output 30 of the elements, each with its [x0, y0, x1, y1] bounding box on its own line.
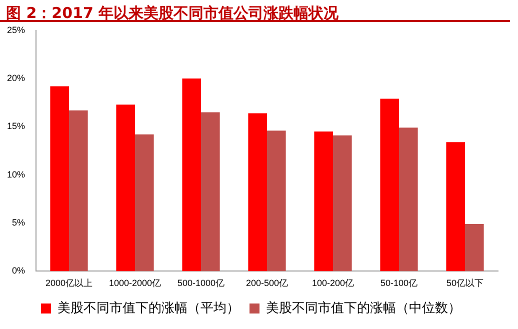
bar: [135, 134, 154, 272]
x-tick-label: 50-100亿: [380, 278, 418, 288]
y-tick-label: 15%: [7, 121, 26, 132]
x-tick-label: 200-500亿: [246, 278, 288, 288]
x-tick-label: 2000亿以上: [45, 278, 93, 288]
bar: [267, 130, 286, 272]
bar: [182, 78, 202, 272]
y-tick-label: 20%: [7, 73, 26, 84]
y-tick-label: 5%: [12, 218, 26, 228]
y-tick-label: 25%: [7, 24, 26, 35]
y-tick-label: 0%: [12, 266, 26, 276]
y-tick-label: 10%: [7, 169, 26, 180]
bar: [248, 113, 268, 272]
bar: [116, 104, 136, 272]
bar: [399, 128, 418, 272]
bar: [69, 110, 88, 272]
x-tick-label: 50亿以下: [446, 278, 484, 288]
chart-title: 图 2：2017 年以来美股不同市值公司涨跌幅状况: [0, 0, 510, 22]
bar: [201, 112, 220, 272]
bar: [333, 135, 352, 272]
x-tick-label: 100-200亿: [312, 278, 354, 288]
legend-label: 美股不同市值下的涨幅（中位数）: [266, 300, 461, 316]
x-tick-label: 1000-2000亿: [108, 278, 162, 288]
bar: [465, 224, 484, 272]
bar: [380, 98, 400, 272]
bar: [50, 86, 70, 272]
bar: [314, 132, 334, 272]
bar: [446, 142, 465, 272]
legend-label: 美股不同市值下的涨幅（平均）: [58, 300, 240, 316]
x-tick-label: 500-1000亿: [177, 278, 225, 288]
